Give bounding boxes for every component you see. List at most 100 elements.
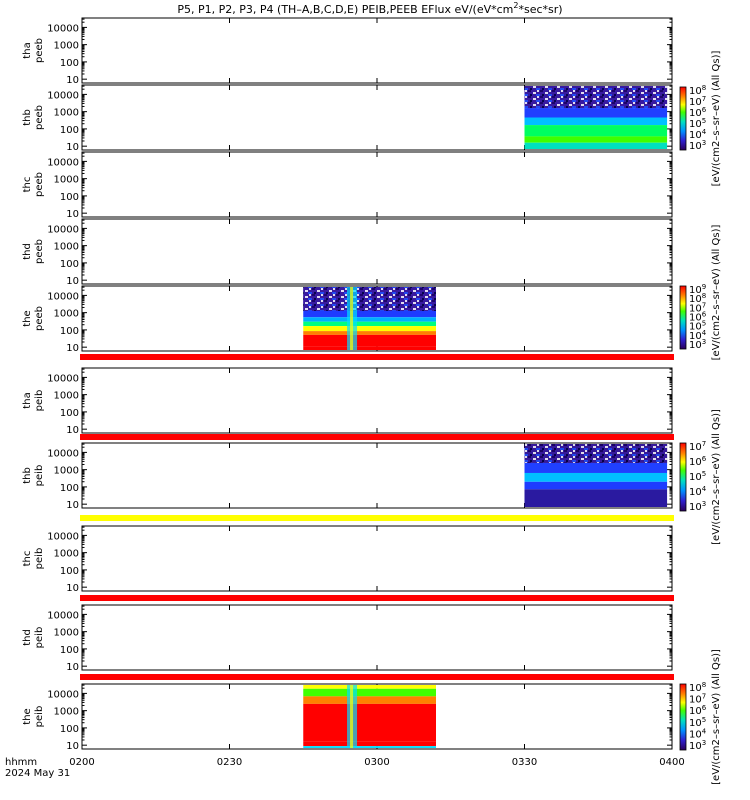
colorbar-tick-label: 107 [689,440,706,453]
colorbar-tick-label: 108 [689,292,706,305]
y-tick-label: 100 [60,408,79,419]
spectrogram-band [303,703,436,742]
panel-probe-label: thc [22,177,33,193]
y-tick-label: 1000 [54,391,79,402]
colorbar-tick-label: 108 [689,681,706,694]
spectrogram-block [303,287,436,350]
y-tick-label: 1000 [54,628,79,639]
spectrogram-noise [303,287,436,311]
spectrogram-band [303,696,436,704]
y-tick-label: 10 [66,741,79,752]
panel-product-label: peib [34,627,45,649]
panel-thc-peeb: 10000 1000 100 10 thc peeb [22,151,673,220]
quality-flag-bar [80,674,674,680]
colorbar-tick-label: 106 [689,106,707,119]
panel-product-label: peib [34,390,45,412]
colorbar-tick-label: 107 [689,693,706,706]
colorbar-tick-label: 103 [689,500,706,513]
spectrogram-band [524,489,668,507]
colorbar-tick-label: 105 [689,470,706,483]
y-tick-label: 10000 [47,610,79,621]
spectrogram-band [303,688,436,697]
spectrogram-band [524,462,668,473]
y-tick-label: 10000 [47,373,79,384]
y-tick-label: 10 [66,142,79,153]
colorbar-tick-label: 104 [689,727,707,740]
y-tick-label: 10 [66,500,79,511]
panel-tha-peib: 10000 1000 100 10 tha peib [22,367,673,436]
panel-probe-label: thd [22,629,33,646]
colorbar-label: [eV/(cm2–s–sr–eV) (All Qs)] [711,649,722,785]
spectrogram-band [303,346,436,350]
y-tick-label: 1000 [54,466,79,477]
spectrogram-band [303,326,436,332]
panel-product-label: peeb [34,105,45,130]
colorbar-tick-label: 104 [689,485,707,498]
panel-product-label: peib [34,465,45,487]
colorbar-tick-label: 106 [689,311,707,324]
spectrogram-band [524,136,668,143]
spectrogram-band [524,108,668,118]
y-tick-label: 10000 [47,157,79,168]
y-tick-label: 10000 [47,224,79,235]
y-tick-label: 10 [66,583,79,594]
panel-frame [81,525,673,592]
y-tick-label: 10000 [47,531,79,542]
colorbar-tick-label: 104 [689,329,707,342]
quality-flag-bar [80,434,674,440]
panel-product-label: peeb [34,38,45,63]
panel-probe-label: tha [22,42,33,58]
spectrogram-band [303,741,436,747]
panel-product-label: peeb [34,172,45,197]
colorbar-tick-label: 106 [689,455,707,468]
colorbar-tick-label: 103 [689,739,706,752]
y-tick-label: 1000 [54,707,79,718]
colorbar-tick-label: 103 [689,139,706,152]
y-tick-label: 10000 [47,689,79,700]
spectrogram-block [303,685,436,748]
panel-probe-label: tha [22,392,33,408]
spectrogram-band [303,746,436,748]
quality-flag-bar [80,595,674,601]
y-tick-label: 100 [60,58,79,69]
colorbar-scale [679,285,687,350]
y-tick-label: 100 [60,326,79,337]
y-tick-label: 10000 [47,291,79,302]
panel-thd-peeb: 10000 1000 100 10 thd peeb [22,218,673,287]
y-tick-label: 1000 [54,549,79,560]
y-tick-label: 10 [66,75,79,86]
y-tick-label: 100 [60,645,79,656]
spectrogram-band [303,685,436,689]
spectrogram-band [524,125,668,137]
panel-tha-peeb: 10000 1000 100 10 tha peeb [22,17,673,86]
panel-probe-label: thc [22,551,33,567]
colorbar-label: [eV/(cm2–s–sr–eV) (All Qs)] [711,225,722,361]
figure-title: P5, P1, P2, P3, P4 (TH–A,B,C,D,E) PEIB,P… [177,1,562,16]
y-tick-label: 10000 [47,448,79,459]
spectrogram-band [303,321,436,327]
panel-frame [81,218,673,285]
colorbar-scale [679,683,687,751]
y-tick-label: 10000 [47,23,79,34]
panel-frame [81,151,673,218]
y-tick-label: 10 [66,209,79,220]
colorbar-scale [679,442,687,512]
y-tick-label: 1000 [54,175,79,186]
colorbar-scale [679,86,687,151]
panel-thd-peib: 10000 1000 100 10 thd peib [22,604,673,673]
spectrogram-noise [524,86,668,109]
panel-probe-label: thb [22,467,33,484]
spectrogram-spike [350,685,354,748]
spectrogram-band [303,317,436,322]
spectrogram-band [303,310,436,318]
x-tick-label: 0400 [659,757,684,768]
y-tick-label: 100 [60,125,79,136]
colorbar-tick-label: 103 [689,338,706,351]
y-tick-label: 1000 [54,242,79,253]
spectrogram-band [524,481,668,490]
y-tick-label: 10 [66,425,79,436]
